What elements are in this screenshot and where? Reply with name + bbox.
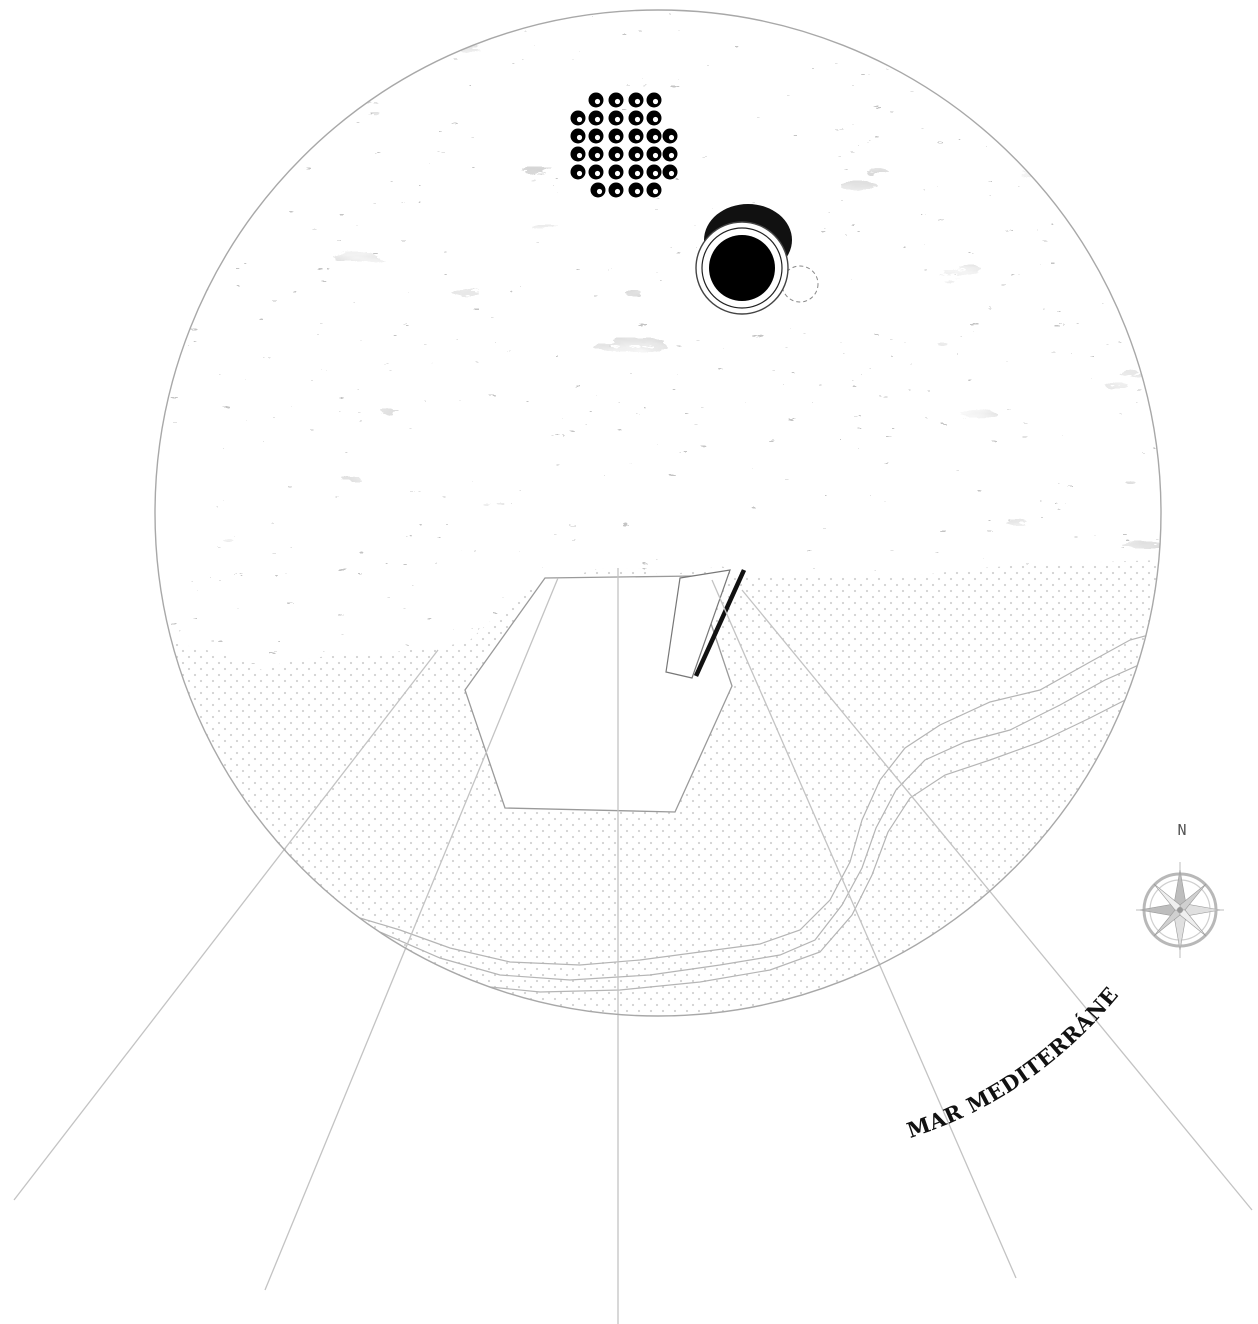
jetty <box>665 569 747 679</box>
marker-dot <box>646 128 662 144</box>
marker-dot <box>608 110 624 126</box>
marker-dot <box>608 128 624 144</box>
marker-dot <box>570 110 586 126</box>
marker-dot <box>646 110 662 126</box>
marker-dot <box>608 164 624 180</box>
marker-grid <box>570 92 678 198</box>
marker-dot <box>588 128 604 144</box>
marker-dot <box>628 182 644 198</box>
marker-dot <box>590 182 606 198</box>
marker-dot <box>588 164 604 180</box>
marker-dot <box>588 110 604 126</box>
marker-dot <box>628 164 644 180</box>
north-label: N <box>1177 821 1186 839</box>
marker-dot <box>646 92 662 108</box>
bathymetry-contours <box>359 631 1161 993</box>
marker-dot <box>608 146 624 162</box>
compass-rose-icon <box>1136 862 1224 958</box>
circular-building <box>695 204 819 315</box>
marker-dot <box>662 164 678 180</box>
marker-dot <box>662 146 678 162</box>
marker-dot <box>662 128 678 144</box>
marker-dot <box>570 128 586 144</box>
marker-dot <box>646 164 662 180</box>
marker-dot <box>628 146 644 162</box>
marker-dot <box>588 146 604 162</box>
view-lines <box>13 568 1253 1324</box>
marker-dot <box>570 164 586 180</box>
marker-dot <box>628 110 644 126</box>
site-circle-boundary <box>154 9 1162 1017</box>
marker-dot <box>628 92 644 108</box>
marker-dot <box>608 92 624 108</box>
marker-dot <box>628 128 644 144</box>
marker-dot <box>646 146 662 162</box>
marker-dot <box>570 146 586 162</box>
marker-dot <box>608 182 624 198</box>
marker-dot <box>646 182 662 198</box>
marker-dot <box>588 92 604 108</box>
